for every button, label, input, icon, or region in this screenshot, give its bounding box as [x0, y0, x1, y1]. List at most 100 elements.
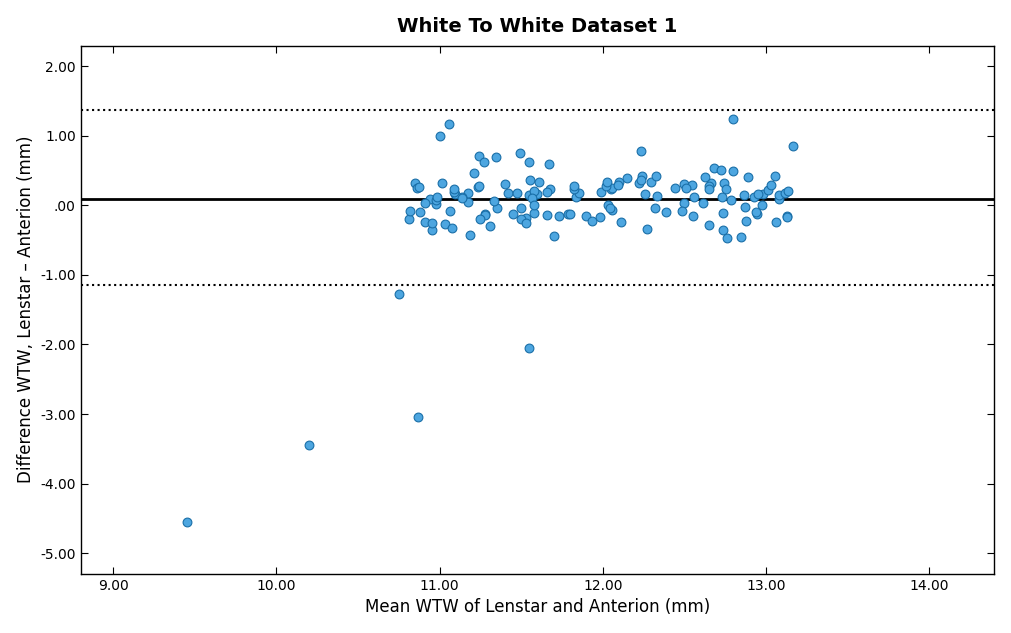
Point	[738, 216, 754, 227]
Point	[460, 187, 476, 197]
Point	[667, 184, 683, 194]
Point	[716, 225, 732, 235]
Point	[736, 190, 752, 200]
Point	[471, 151, 487, 161]
Point	[301, 440, 317, 450]
Point	[737, 202, 753, 212]
Point	[519, 218, 535, 228]
Point	[637, 189, 653, 199]
Point	[428, 195, 444, 205]
Point	[411, 182, 428, 192]
Point	[562, 209, 578, 219]
Point	[466, 168, 482, 178]
Point	[716, 179, 732, 189]
Point	[539, 187, 555, 197]
Point	[434, 177, 450, 187]
Point	[592, 211, 609, 222]
Point	[500, 188, 517, 198]
Point	[697, 172, 713, 182]
Point	[707, 163, 723, 173]
Point	[695, 198, 711, 208]
Point	[599, 181, 615, 191]
Point	[527, 208, 543, 218]
Point	[577, 211, 593, 222]
Point	[522, 343, 538, 353]
Point	[715, 208, 731, 218]
Point	[755, 189, 771, 199]
Point	[786, 141, 802, 151]
Point	[778, 211, 795, 222]
Point	[551, 211, 567, 221]
Point	[676, 179, 693, 189]
Point	[509, 188, 525, 198]
Point	[566, 184, 582, 194]
Point	[725, 113, 741, 123]
Point	[527, 186, 543, 196]
Point	[521, 190, 537, 200]
Point	[619, 173, 635, 183]
Point	[546, 231, 562, 241]
Point	[605, 204, 621, 215]
Point	[778, 213, 795, 223]
Point	[633, 175, 649, 185]
Point	[446, 184, 462, 194]
Point	[541, 159, 557, 169]
Point	[462, 230, 478, 240]
Point	[531, 177, 547, 187]
Point	[429, 192, 445, 202]
Point	[412, 207, 429, 217]
Point	[612, 177, 628, 187]
Point	[410, 413, 427, 423]
Point	[647, 203, 663, 213]
Point	[391, 289, 407, 299]
Point	[592, 187, 609, 197]
Point	[718, 184, 734, 194]
Point	[454, 193, 470, 203]
Point	[779, 185, 796, 196]
Point	[643, 177, 659, 187]
Point	[701, 184, 717, 194]
Point	[444, 223, 460, 233]
Point	[746, 192, 762, 203]
Point	[777, 189, 794, 199]
Title: White To White Dataset 1: White To White Dataset 1	[397, 16, 677, 35]
Point	[568, 192, 584, 202]
Point	[674, 206, 691, 216]
Point	[701, 220, 717, 230]
Point	[428, 199, 444, 209]
Point	[524, 192, 540, 203]
Point	[418, 217, 434, 227]
Point	[518, 213, 534, 223]
Point	[684, 180, 701, 190]
Point	[648, 172, 664, 182]
Point	[703, 178, 719, 188]
Point	[506, 210, 522, 220]
Point	[702, 181, 718, 191]
Point	[771, 194, 788, 204]
Point	[733, 232, 749, 242]
Point	[601, 199, 617, 210]
Point	[604, 184, 620, 194]
Point	[571, 187, 587, 197]
Point	[748, 208, 764, 218]
Point	[602, 203, 618, 213]
Point	[432, 131, 448, 141]
Point	[521, 157, 537, 167]
Point	[599, 177, 615, 187]
Point	[713, 165, 729, 175]
Point	[603, 184, 619, 194]
Point	[513, 203, 529, 213]
Point	[408, 184, 425, 194]
Point	[724, 195, 740, 205]
Point	[488, 152, 504, 162]
Point	[422, 194, 438, 204]
Point	[714, 192, 730, 203]
Point	[401, 215, 418, 225]
Point	[460, 197, 476, 208]
Point	[529, 189, 545, 199]
Point	[472, 215, 488, 225]
Point	[526, 200, 542, 210]
Point	[437, 219, 453, 229]
Point	[740, 172, 756, 182]
Point	[424, 218, 440, 228]
